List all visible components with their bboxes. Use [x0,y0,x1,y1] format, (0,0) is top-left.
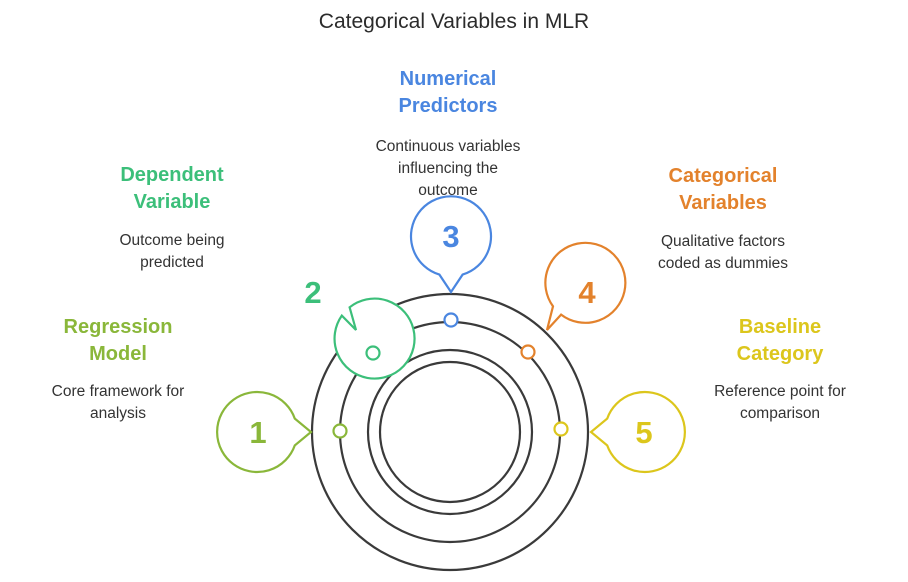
step-2-bubble[interactable] [333,297,416,380]
step-5-number: 5 [635,415,652,450]
step-2-number: 2 [304,275,321,310]
step-3-bubble[interactable] [409,195,493,294]
step-4-heading-line1: Categorical [668,165,778,187]
step-2-description: Outcome being predicted [82,230,262,274]
step-1-heading-line2: Model [89,343,147,365]
step-4-bubble[interactable] [544,241,627,331]
inner-ring [366,348,534,516]
core-ring [378,360,522,504]
step-5-marker [553,421,569,437]
step-2-marker [365,345,381,361]
step-3-heading: Numerical Predictors [368,66,528,120]
step-4-marker [520,344,536,360]
step-1-desc-line1: Core framework for [51,383,185,400]
step-5-heading-line1: Baseline [738,316,822,338]
step-1-desc-line2: analysis [90,405,146,422]
step-5-description: Reference point for comparison [690,381,870,425]
step-3-description: Continuous variables influencing the out… [348,136,548,202]
step-2-heading: Dependent Variable [92,162,252,216]
step-5-bubble[interactable] [589,390,686,474]
step-1-description: Core framework for analysis [28,381,208,425]
step-1-bubble[interactable] [216,390,313,474]
step-3-heading-line2: Predictors [398,95,498,117]
diagram-title: Categorical Variables in MLR [318,10,590,33]
step-1-heading-line1: Regression [63,316,173,338]
step-1-heading: Regression Model [38,314,198,368]
step-2-heading-line2: Variable [133,191,211,213]
step-5-desc-line1: Reference point for [714,383,846,400]
step-5-desc-line2: comparison [739,405,821,422]
step-3-desc-line2: influencing the [398,160,498,177]
step-4-desc-line2: coded as dummies [657,255,789,272]
step-1-marker [332,423,348,439]
step-2-desc-line2: predicted [140,254,204,271]
step-4-heading: Categorical Variables [643,163,803,217]
step-1-number: 1 [249,415,266,450]
step-3-number: 3 [442,219,459,254]
step-3-desc-line1: Continuous variables [375,138,521,155]
step-5-heading-line2: Category [736,343,824,365]
step-4-number: 4 [578,275,596,310]
step-4-description: Qualitative factors coded as dummies [628,231,818,275]
step-3-marker [443,312,459,328]
step-4-heading-line2: Variables [679,192,767,214]
step-3-heading-line1: Numerical [399,68,497,90]
step-2-desc-line1: Outcome being [119,232,225,249]
step-3-desc-line3: outcome [418,182,478,199]
step-5-heading: Baseline Category [700,314,860,368]
step-2-heading-line1: Dependent [120,164,224,186]
step-4-desc-line1: Qualitative factors [660,233,786,250]
